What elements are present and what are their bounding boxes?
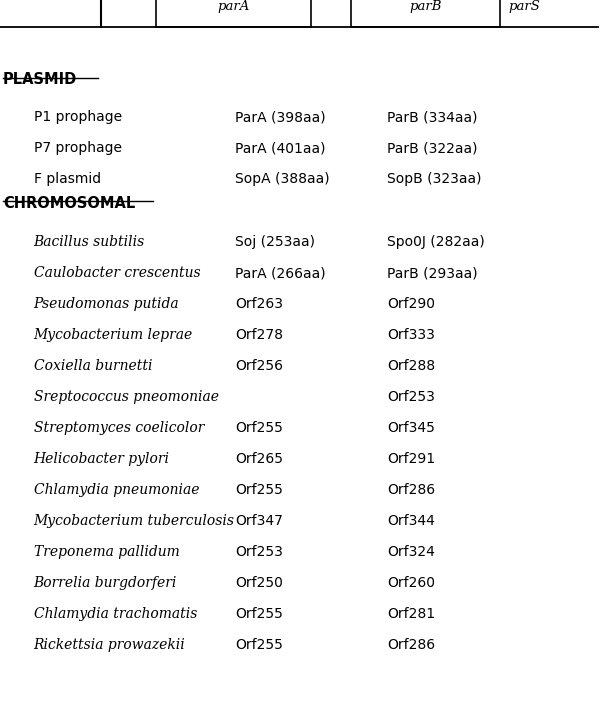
Text: parA: parA [217,0,249,14]
Text: ParB (293aa): ParB (293aa) [387,266,478,280]
Text: ParA (266aa): ParA (266aa) [235,266,326,280]
Text: Pseudomonas putida: Pseudomonas putida [34,297,179,311]
Text: Chlamydia pneumoniae: Chlamydia pneumoniae [34,483,199,497]
Text: ParA (398aa): ParA (398aa) [235,110,326,124]
Text: Orf260: Orf260 [387,576,436,590]
Text: Orf256: Orf256 [235,359,283,373]
Text: CHROMOSOMAL: CHROMOSOMAL [3,195,135,211]
Text: Caulobacter crescentus: Caulobacter crescentus [34,266,200,280]
Text: parS: parS [508,0,540,14]
Text: parB: parB [409,0,442,14]
Text: Orf253: Orf253 [235,545,282,559]
Text: Orf347: Orf347 [235,514,282,528]
Text: SopB (323aa): SopB (323aa) [387,172,482,186]
Text: Orf263: Orf263 [235,297,283,311]
Text: ParB (334aa): ParB (334aa) [387,110,478,124]
Text: Helicobacter pylori: Helicobacter pylori [34,452,170,466]
Text: Mycobacterium leprae: Mycobacterium leprae [34,328,193,342]
Text: Orf265: Orf265 [235,452,283,466]
Bar [351,0,500,27]
Text: Coxiella burnetti: Coxiella burnetti [34,359,152,373]
Text: Orf281: Orf281 [387,607,436,622]
Text: Treponema pallidum: Treponema pallidum [34,545,179,559]
Text: Streptomyces coelicolor: Streptomyces coelicolor [34,421,204,435]
Text: Orf255: Orf255 [235,483,282,497]
Text: Chlamydia trachomatis: Chlamydia trachomatis [34,607,197,622]
Text: Bacillus subtilis: Bacillus subtilis [34,235,145,249]
Text: Orf291: Orf291 [387,452,436,466]
Text: Orf333: Orf333 [387,328,435,342]
Text: Soj (253aa): Soj (253aa) [235,235,315,249]
Text: Orf255: Orf255 [235,421,282,435]
Text: Sreptococcus pneomoniae: Sreptococcus pneomoniae [34,390,218,404]
Text: PLASMID: PLASMID [3,72,77,87]
Text: SopA (388aa): SopA (388aa) [235,172,329,186]
Text: Orf290: Orf290 [387,297,436,311]
Text: Orf344: Orf344 [387,514,435,528]
Text: Rickettsia prowazekii: Rickettsia prowazekii [34,638,185,653]
Text: ParA (401aa): ParA (401aa) [235,141,325,155]
Text: Spo0J (282aa): Spo0J (282aa) [387,235,485,249]
Text: F plasmid: F plasmid [34,172,101,186]
Text: Orf288: Orf288 [387,359,436,373]
Bar [156,0,311,27]
Text: Orf250: Orf250 [235,576,282,590]
Text: Orf278: Orf278 [235,328,283,342]
Text: ParB (322aa): ParB (322aa) [387,141,478,155]
Text: P7 prophage: P7 prophage [34,141,121,155]
Text: Orf255: Orf255 [235,607,282,622]
Text: P1 prophage: P1 prophage [34,110,121,124]
Text: Borrelia burgdorferi: Borrelia burgdorferi [34,576,177,590]
Text: Orf255: Orf255 [235,638,282,653]
Text: Orf286: Orf286 [387,638,436,653]
Text: Orf324: Orf324 [387,545,435,559]
Text: Mycobacterium tuberculosis: Mycobacterium tuberculosis [34,514,235,528]
Text: Orf286: Orf286 [387,483,436,497]
Text: Orf253: Orf253 [387,390,435,404]
Text: Orf345: Orf345 [387,421,435,435]
